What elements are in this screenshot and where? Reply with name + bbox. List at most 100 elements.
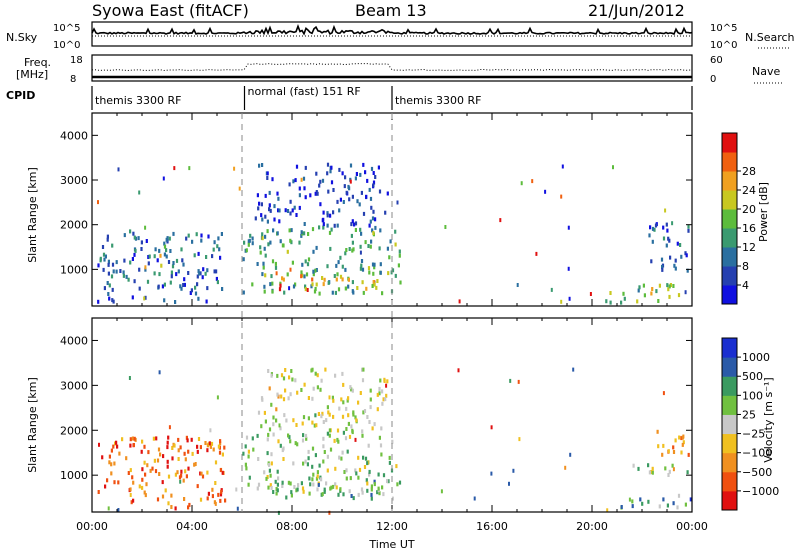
echo-cell (323, 487, 326, 492)
echo-cell (199, 271, 202, 276)
nsearch-tick-top: 10^5 (710, 23, 737, 34)
echo-cell (344, 251, 347, 256)
echo-cell (276, 469, 279, 474)
echo-cell (326, 211, 329, 216)
echo-cell (147, 255, 150, 259)
echo-cell (267, 242, 270, 247)
echo-cell (269, 282, 272, 287)
echo-cell (169, 249, 172, 253)
echo-cell (260, 213, 263, 218)
echo-cell (380, 452, 383, 457)
echo-cell (271, 289, 274, 294)
nave-tick-bottom: 0 (710, 74, 716, 85)
colorbar-swatch (722, 357, 737, 377)
echo-cell (292, 284, 296, 289)
echo-cell (131, 475, 134, 480)
echo-cell (161, 284, 164, 289)
echo-cell (687, 452, 690, 457)
echo-cell (270, 452, 273, 457)
echo-cell (98, 442, 100, 447)
echo-cell (311, 446, 315, 451)
echo-cell (356, 286, 359, 290)
echo-cell (317, 482, 320, 487)
echo-cell (372, 180, 376, 185)
y-tick-label: 4000 (60, 129, 88, 142)
echo-cell (313, 289, 317, 294)
echo-cell (276, 231, 279, 236)
echo-cell (168, 425, 171, 430)
echo-cell (679, 243, 682, 247)
echo-cell (315, 268, 318, 272)
echo-cell (316, 385, 319, 390)
echo-cell (328, 433, 331, 438)
echo-cell (207, 491, 210, 496)
y-tick-label: 3000 (60, 379, 88, 392)
echo-cell (354, 228, 357, 232)
echo-cell (321, 411, 324, 416)
echo-cell (661, 267, 664, 272)
echo-cell (268, 203, 271, 208)
echo-cell (520, 181, 523, 186)
echo-cell (643, 293, 646, 298)
echo-cell (327, 280, 330, 285)
echo-cell (311, 464, 314, 469)
echo-cell (371, 284, 374, 288)
echo-cell (187, 233, 190, 238)
echo-cell (314, 453, 317, 458)
echo-cell (184, 469, 187, 474)
echo-cell (365, 286, 368, 291)
echo-cell (330, 227, 333, 232)
echo-cell (347, 413, 350, 418)
echo-cell (647, 499, 650, 504)
echo-cell (201, 275, 204, 280)
echo-cell (345, 468, 348, 473)
echo-cell (259, 245, 262, 250)
echo-cell (324, 367, 327, 372)
echo-cell (156, 497, 160, 502)
echo-cell (245, 435, 249, 440)
echo-cell (308, 476, 311, 481)
echo-cell (354, 176, 357, 181)
echo-cell (332, 414, 335, 419)
echo-cell (302, 176, 306, 181)
echo-cell (103, 257, 106, 262)
echo-cell (121, 437, 124, 442)
echo-cell (357, 475, 360, 480)
echo-cell (185, 236, 188, 241)
echo-cell (326, 223, 329, 228)
echo-cell (288, 435, 291, 440)
echo-cell (509, 378, 512, 383)
echo-cell (334, 290, 337, 295)
echo-cell (216, 395, 219, 400)
echo-cell (362, 367, 365, 372)
echo-cell (199, 445, 202, 450)
echo-cell (170, 493, 173, 498)
echo-cell (326, 264, 329, 269)
echo-cell (306, 288, 309, 292)
echo-cell (272, 490, 275, 494)
echo-cell (327, 410, 330, 415)
colorbar-tick-label: 4 (742, 279, 749, 292)
echo-cell (326, 213, 329, 218)
echo-cell (122, 270, 125, 275)
echo-cell (350, 233, 353, 238)
echo-cell (141, 485, 144, 490)
echo-cell (257, 206, 260, 211)
echo-cell (156, 458, 160, 463)
echo-cell (182, 262, 185, 267)
echo-cell (289, 199, 292, 204)
echo-cell (200, 471, 203, 476)
x-tick-label: 04:00 (176, 520, 208, 533)
echo-cell (360, 263, 363, 268)
echo-cell (665, 243, 668, 248)
colorbar-swatch (722, 228, 737, 248)
echo-cell (261, 236, 264, 241)
echo-cell (193, 462, 196, 467)
echo-cell (179, 479, 182, 484)
echo-cell (309, 193, 312, 198)
echo-cell (288, 286, 291, 291)
echo-cell (302, 415, 306, 420)
echo-cell (684, 251, 687, 256)
echo-cell (318, 291, 321, 296)
